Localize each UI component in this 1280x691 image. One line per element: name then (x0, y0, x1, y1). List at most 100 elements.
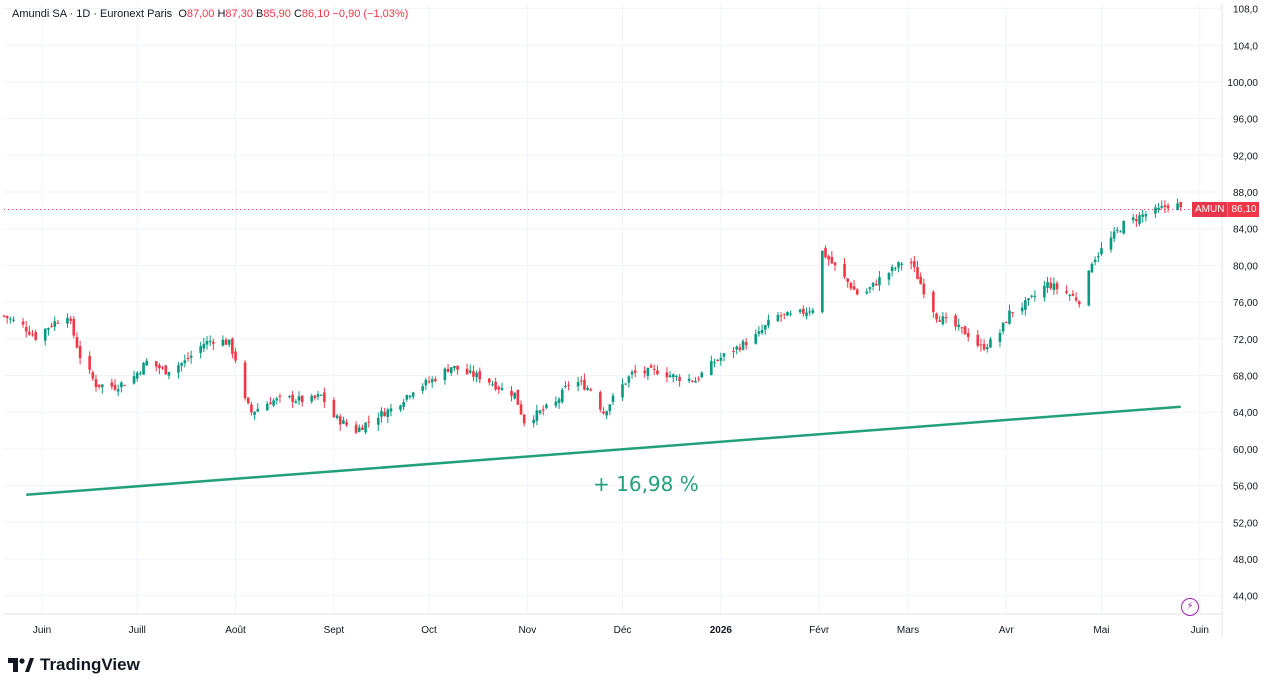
candle-body (453, 365, 456, 369)
x-tick-label: Mars (897, 625, 919, 636)
candle-body (1046, 281, 1049, 288)
candle-body (364, 422, 367, 433)
y-tick-label: 56,00 (1233, 482, 1258, 493)
candle-body (56, 322, 60, 324)
candle-body (786, 311, 789, 316)
candle-body (808, 311, 811, 313)
candle-body (665, 372, 669, 378)
candle-body (710, 360, 713, 375)
candle-body (874, 283, 878, 286)
candle-body (342, 420, 345, 424)
candle-body (316, 394, 320, 397)
candle-body (94, 379, 98, 388)
ohlc-legend: Amundi SA · 1D · Euronext Paris O 87,00 H… (12, 8, 408, 20)
candle-body (135, 372, 139, 379)
candle-body (88, 356, 91, 370)
candle-body (500, 388, 504, 390)
y-tick-label: 104,0 (1233, 41, 1258, 52)
candle-body (633, 370, 637, 373)
y-tick-label: 52,00 (1233, 518, 1258, 529)
candle-body (722, 353, 726, 357)
candle-body (354, 424, 358, 433)
candle-body (944, 317, 948, 319)
candle-body (732, 351, 735, 353)
candle-body (34, 332, 38, 340)
candle-body (1090, 263, 1094, 273)
candle-body (716, 360, 719, 362)
candle-body (1100, 248, 1103, 255)
candle-body (43, 328, 47, 341)
lightning-icon[interactable]: ⚡ (1181, 598, 1199, 616)
candle-body (338, 416, 342, 425)
y-tick-label: 88,00 (1233, 188, 1258, 199)
low-value: 85,90 (263, 8, 291, 20)
candle-body (735, 346, 739, 350)
candle-body (887, 272, 891, 280)
candle-body (919, 276, 922, 285)
candle-body (843, 263, 846, 277)
candle-body (557, 399, 561, 403)
candle-body (472, 371, 475, 377)
candle-body (1087, 270, 1091, 306)
candle-body (139, 372, 142, 374)
brand-label: TradingView (40, 655, 140, 674)
candle-body (465, 368, 469, 375)
candle-body (979, 344, 983, 346)
y-tick-label: 96,00 (1233, 115, 1258, 126)
candle-body (960, 327, 964, 329)
candle-body (2, 315, 6, 317)
candle-body (976, 334, 980, 346)
candle-body (1055, 283, 1059, 290)
y-tick-label: 80,00 (1233, 261, 1258, 272)
candle-body (9, 318, 12, 320)
candle-body (430, 379, 434, 383)
candle-body (700, 372, 704, 378)
close-label: C (293, 8, 302, 20)
candle-body (576, 382, 580, 387)
candle-body (164, 365, 168, 375)
x-tick-label: Avr (999, 625, 1014, 636)
candle-body (855, 289, 859, 295)
y-tick-label: 76,00 (1233, 298, 1258, 309)
candle-body (1001, 322, 1005, 332)
candle-body (1008, 310, 1011, 324)
candle-body (821, 250, 824, 313)
candle-body (779, 315, 783, 317)
candle-body (50, 325, 53, 327)
candle-body (212, 341, 215, 344)
candle-body (227, 339, 231, 345)
candle-body (446, 368, 450, 372)
candle-body (833, 262, 837, 266)
candle-body (871, 282, 875, 287)
candle-body (982, 344, 986, 350)
candle-body (246, 397, 250, 404)
candle-body (389, 408, 393, 412)
candle-body (741, 341, 745, 350)
candle-body (1138, 215, 1141, 224)
candle-body (922, 283, 926, 295)
y-tick-label: 48,00 (1233, 555, 1258, 566)
candle-body (611, 395, 615, 402)
candle-body (288, 395, 291, 398)
candle-body (1068, 294, 1072, 296)
candle-body (1119, 231, 1122, 233)
y-tick-label: 44,00 (1233, 592, 1258, 603)
candle-body (586, 387, 589, 390)
candle-body (916, 267, 919, 280)
candle-body (208, 341, 212, 343)
candle-body (487, 378, 491, 383)
candle-body (53, 321, 57, 327)
candle-body (966, 332, 970, 337)
high-value: 87,30 (225, 8, 253, 20)
candle-body (408, 395, 412, 398)
tradingview-logo[interactable]: TradingView (8, 655, 140, 675)
candle-body (491, 384, 494, 386)
candle-body (687, 378, 691, 381)
candle-body (110, 382, 114, 387)
x-tick-label: Déc (614, 625, 632, 636)
candle-body (5, 315, 9, 319)
change-value: −0,90 (−1,03%) (332, 8, 409, 20)
candle-body (675, 375, 678, 378)
